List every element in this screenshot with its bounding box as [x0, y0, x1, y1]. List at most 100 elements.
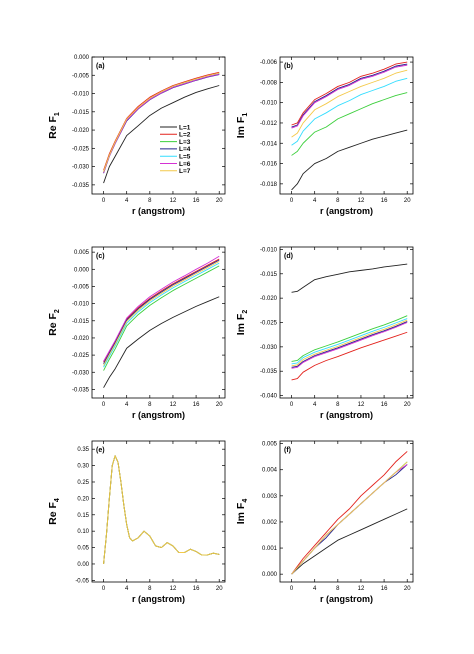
x-tick-label: 0 [290, 198, 294, 204]
y-tick-label: -0.008 [260, 80, 278, 86]
x-tick-label: 12 [358, 402, 365, 408]
y-tick-label: -0.010 [72, 302, 90, 308]
y-axis-label-main: Re F [47, 115, 59, 138]
y-tick-label: 0.000 [74, 55, 90, 61]
y-tick-label: 0.000 [74, 267, 90, 273]
y-axis-label-subscript: 4 [242, 499, 249, 503]
y-tick-label: -0.005 [72, 284, 90, 290]
x-axis-label: r (angstrom) [320, 410, 373, 420]
y-tick-label: 0.20 [77, 496, 89, 502]
panel-label: (d) [284, 253, 293, 260]
y-axis-label-subscript: 2 [242, 310, 249, 314]
x-tick-label: 4 [125, 402, 129, 408]
legend-entry: L=7 [179, 168, 191, 175]
y-tick-label: 0.35 [77, 447, 89, 453]
x-tick-label: 16 [381, 198, 388, 204]
y-tick-label: 0.004 [262, 468, 278, 474]
y-tick-label: -0.035 [72, 183, 90, 189]
y-tick-label: 0.005 [74, 250, 90, 256]
x-tick-label: 16 [193, 198, 200, 204]
y-tick-label: -0.016 [260, 162, 278, 168]
panel-d: 0 4 8 12 16 20 -0.040 -0.035 -0.030 -0.025 -0.020 -… [235, 246, 414, 420]
x-tick-label: 12 [170, 586, 177, 592]
y-axis-label-main: Im F [235, 502, 247, 524]
series-line-l3 [291, 315, 408, 362]
y-tick-label: 0.10 [77, 529, 89, 535]
series-line-l1 [291, 129, 408, 191]
panel-e: 0 4 8 12 16 20 -0.05 0.00 0.05 0.10 0.15 0.20 0.25 0.… [47, 440, 226, 604]
y-tick-label: -0.030 [72, 370, 90, 376]
series-group [103, 255, 220, 388]
x-tick-label: 4 [125, 198, 129, 204]
series-line-l2 [291, 61, 408, 126]
series-line-l4 [103, 259, 220, 364]
series-line-l7 [291, 69, 408, 138]
x-axis-label: r (angstrom) [320, 594, 373, 604]
x-tick-label: 20 [404, 402, 411, 408]
legend-entry: L=6 [179, 161, 191, 168]
x-tick-label: 0 [290, 586, 294, 592]
x-tick-label: 0 [102, 198, 106, 204]
y-tick-label: -0.015 [72, 110, 90, 116]
y-tick-label: 0.05 [77, 546, 89, 552]
y-axis-label: Re F4 [47, 498, 61, 525]
y-tick-label: -0.005 [72, 73, 90, 79]
series-line-l6 [103, 255, 220, 362]
series-line-l7 [103, 455, 220, 565]
y-axis-label: Im F4 [235, 499, 249, 525]
y-axis-label-main: Im F [235, 313, 247, 335]
y-axis-label-subscript: 1 [54, 112, 61, 116]
y-tick-label: -0.040 [260, 394, 278, 400]
x-tick-label: 12 [358, 198, 365, 204]
x-tick-label: 0 [290, 402, 294, 408]
series-line-l3 [103, 265, 220, 371]
panel-b: 0 4 8 12 16 20 -0.018 -0.016 -0.014 -0.012 -0.010 -… [235, 56, 414, 216]
series-line-l6 [291, 64, 408, 129]
panel-label: (f) [284, 447, 291, 454]
y-tick-label: -0.015 [72, 319, 90, 325]
panel-c: 0 4 8 12 16 20 -0.035 -0.030 -0.025 -0.020 -0.015 -… [47, 246, 226, 420]
series-line-l1 [291, 508, 408, 575]
panel-f: 0 4 8 12 16 20 0.000 0.001 0.002 0.003 0.004 0.005 (… [235, 440, 414, 604]
y-tick-label: 0.005 [262, 442, 278, 448]
panel-label: (e) [96, 447, 105, 454]
x-tick-label: 12 [170, 198, 177, 204]
y-tick-label: -0.020 [72, 336, 90, 342]
legend-entry: L=5 [179, 154, 191, 161]
panel-label: (c) [96, 253, 105, 260]
x-tick-label: 16 [381, 402, 388, 408]
x-tick-label: 20 [404, 198, 411, 204]
y-tick-label: -0.030 [260, 345, 278, 351]
x-tick-label: 4 [313, 198, 317, 204]
x-tick-label: 16 [193, 402, 200, 408]
y-tick-label: 0.25 [77, 480, 89, 486]
series-line-l2 [291, 331, 408, 381]
x-tick-label: 12 [170, 402, 177, 408]
series-line-l1 [291, 263, 408, 293]
y-tick-label: 0.30 [77, 464, 89, 470]
plot-frame [279, 440, 414, 583]
x-tick-label: 0 [102, 402, 106, 408]
y-tick-label: -0.025 [260, 321, 278, 327]
y-tick-label: 0.15 [77, 513, 89, 519]
x-tick-label: 4 [313, 402, 317, 408]
x-axis-label: r (angstrom) [320, 206, 373, 216]
y-tick-label: -0.014 [260, 141, 278, 147]
x-tick-label: 20 [216, 586, 223, 592]
series-group [291, 451, 408, 575]
series-line-l2 [291, 451, 408, 575]
series-line-l6 [291, 322, 408, 369]
x-tick-label: 8 [336, 198, 340, 204]
series-group [103, 455, 220, 565]
x-tick-label: 20 [216, 402, 223, 408]
y-axis-label-main: Re F [47, 501, 59, 524]
series-line-l7 [103, 72, 220, 172]
y-axis-label-subscript: 4 [54, 498, 61, 502]
x-tick-label: 20 [216, 198, 223, 204]
x-tick-label: 0 [102, 586, 106, 592]
series-line-l4 [291, 321, 408, 368]
series-line-l7 [103, 261, 220, 366]
series-line-l5 [291, 77, 408, 146]
plot-frame [91, 56, 226, 195]
